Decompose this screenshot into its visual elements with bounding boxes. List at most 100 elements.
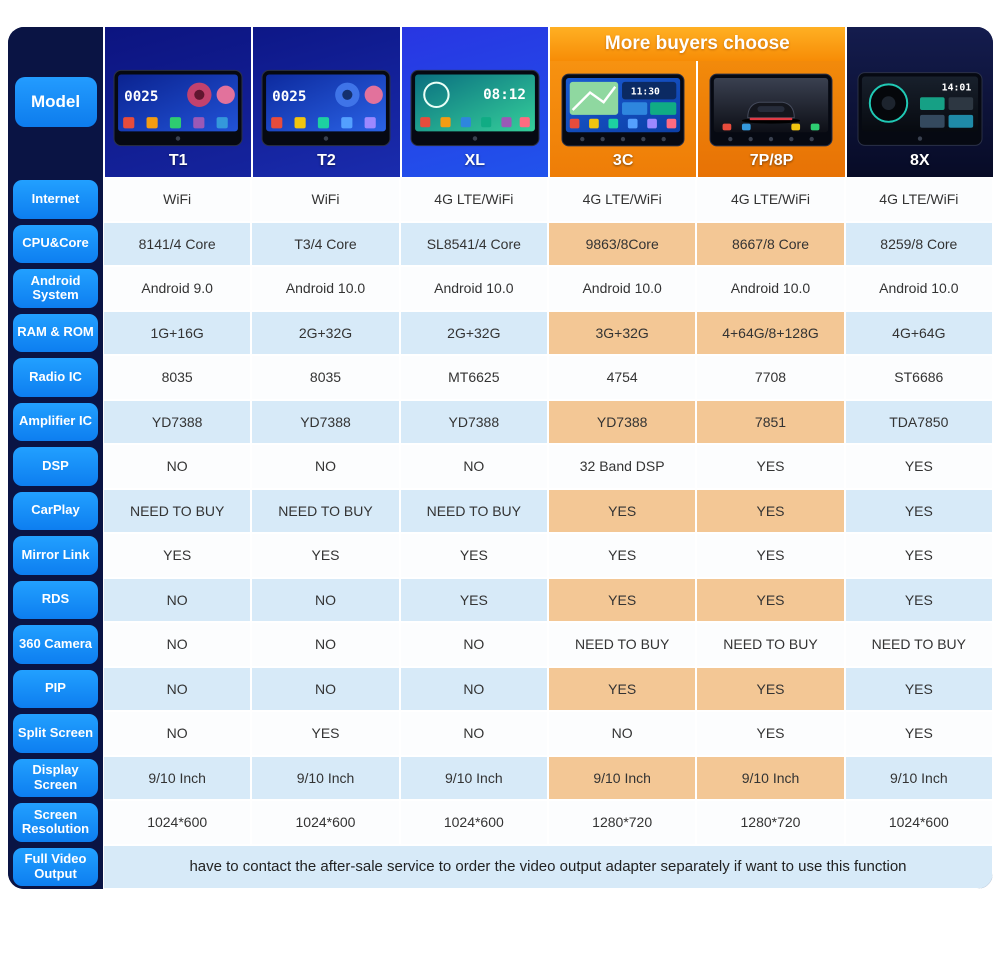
table-cell: NO <box>251 666 400 711</box>
row-label-360-camera: 360 Camera <box>8 622 103 667</box>
table-cell: NEED TO BUY <box>547 622 697 667</box>
table-cell: SL8541/4 Core <box>399 221 548 266</box>
table-cell: 8035 <box>103 355 252 400</box>
table-cell: ST6686 <box>844 355 993 400</box>
column-header-7p8p: 7P/8P <box>696 61 845 177</box>
column-header-t2: 0025 T2 <box>251 27 400 177</box>
column-label-t2: T2 <box>317 152 336 169</box>
column-label-xl: XL <box>464 152 486 169</box>
table-cell: 8259/8 Core <box>844 221 993 266</box>
table-cell: YES <box>547 666 697 711</box>
table-cell: 7851 <box>696 399 845 444</box>
table-cell: YES <box>844 533 993 578</box>
table-cell: 1024*600 <box>103 800 252 845</box>
table-cell: YES <box>696 666 845 711</box>
table-cell: 2G+32G <box>251 310 400 355</box>
table-cell: 9/10 Inch <box>251 755 400 800</box>
table-cell: NO <box>547 711 697 756</box>
table-cell: 4G LTE/WiFi <box>399 177 548 222</box>
device-xl-clock: 08:12 <box>483 87 526 103</box>
table-cell: NO <box>251 622 400 667</box>
table-cell: YES <box>844 577 993 622</box>
table-cell: 9/10 Inch <box>399 755 548 800</box>
table-cell: NO <box>251 444 400 489</box>
table-cell: 1024*600 <box>251 800 400 845</box>
device-image-3c: 11:30 <box>561 73 685 147</box>
row-label-cpu-core: CPU&Core <box>8 221 103 266</box>
table-cell: NO <box>103 711 252 756</box>
table-cell: YES <box>103 533 252 578</box>
column-header-8x: 14:01 8X <box>844 27 993 177</box>
table-cell: YES <box>844 711 993 756</box>
device-image-xl: 08:12 <box>410 69 540 147</box>
row-label-android-system: Android System <box>8 266 103 311</box>
table-cell: NEED TO BUY <box>844 622 993 667</box>
table-cell: 1024*600 <box>399 800 548 845</box>
table-cell: YES <box>696 711 845 756</box>
column-header-3c: 11:30 3C <box>547 61 697 177</box>
table-cell: 8141/4 Core <box>103 221 252 266</box>
table-cell: T3/4 Core <box>251 221 400 266</box>
row-label-text: Mirror Link <box>13 536 98 575</box>
device-image-t1: 0025 <box>113 69 243 147</box>
table-cell: NO <box>103 444 252 489</box>
row-label-ram-rom: RAM & ROM <box>8 310 103 355</box>
row-label-text: Display Screen <box>13 758 98 797</box>
table-cell: NO <box>103 577 252 622</box>
table-cell: Android 10.0 <box>251 266 400 311</box>
table-cell: 4G LTE/WiFi <box>696 177 845 222</box>
table-cell: YES <box>696 577 845 622</box>
row-label-full-video-output: Full Video Output <box>8 844 103 889</box>
promo-banner: More buyers choose <box>547 27 845 61</box>
row-label-dsp: DSP <box>8 444 103 489</box>
row-label-text: RAM & ROM <box>13 313 98 352</box>
table-cell: NO <box>399 711 548 756</box>
row-label-rds: RDS <box>8 577 103 622</box>
row-label-radio-ic: Radio IC <box>8 355 103 400</box>
table-cell: YD7388 <box>547 399 697 444</box>
table-cell: NO <box>399 666 548 711</box>
table-cell: 1G+16G <box>103 310 252 355</box>
table-cell: YES <box>251 533 400 578</box>
device-t1-clock: 0025 <box>124 89 158 105</box>
device-image-8x: 14:01 <box>857 71 983 147</box>
row-label-text: RDS <box>13 580 98 619</box>
column-header-t1: 0025 T1 <box>103 27 252 177</box>
model-header-label: Model <box>14 77 97 127</box>
column-header-xl: 08:12 XL <box>399 27 548 177</box>
table-cell: 1280*720 <box>547 800 697 845</box>
table-cell: 4G LTE/WiFi <box>844 177 993 222</box>
table-cell: WiFi <box>251 177 400 222</box>
table-cell: 7708 <box>696 355 845 400</box>
row-label-text: CarPlay <box>13 491 98 530</box>
row-label-mirror-link: Mirror Link <box>8 533 103 578</box>
row-label-pip: PIP <box>8 666 103 711</box>
table-cell: Android 10.0 <box>399 266 548 311</box>
table-cell: 1280*720 <box>696 800 845 845</box>
device-image-t2: 0025 <box>261 69 391 147</box>
table-cell: 3G+32G <box>547 310 697 355</box>
row-label-split-screen: Split Screen <box>8 711 103 756</box>
column-label-t1: T1 <box>168 152 188 169</box>
column-label-3c: 3C <box>612 152 634 169</box>
table-cell: NEED TO BUY <box>399 488 548 533</box>
model-header-cell: Model <box>8 27 103 177</box>
row-label-text: Screen Resolution <box>13 803 98 842</box>
table-cell: YD7388 <box>399 399 548 444</box>
table-cell: NO <box>103 622 252 667</box>
table-cell: 32 Band DSP <box>547 444 697 489</box>
table-cell: 9/10 Inch <box>547 755 697 800</box>
table-body: Internet WiFi WiFi 4G LTE/WiFi 4G LTE/Wi… <box>8 177 993 889</box>
table-cell: 4G+64G <box>844 310 993 355</box>
device-image-7p8p <box>709 73 833 147</box>
row-label-text: CPU&Core <box>13 224 98 263</box>
table-cell: YD7388 <box>103 399 252 444</box>
table-cell: WiFi <box>103 177 252 222</box>
comparison-table: Model 0025 T1 <box>8 27 993 889</box>
table-cell: NO <box>251 577 400 622</box>
table-cell: YES <box>844 444 993 489</box>
table-cell: 1024*600 <box>844 800 993 845</box>
table-cell: Android 10.0 <box>696 266 845 311</box>
table-cell: Android 9.0 <box>103 266 252 311</box>
table-cell: 8035 <box>251 355 400 400</box>
